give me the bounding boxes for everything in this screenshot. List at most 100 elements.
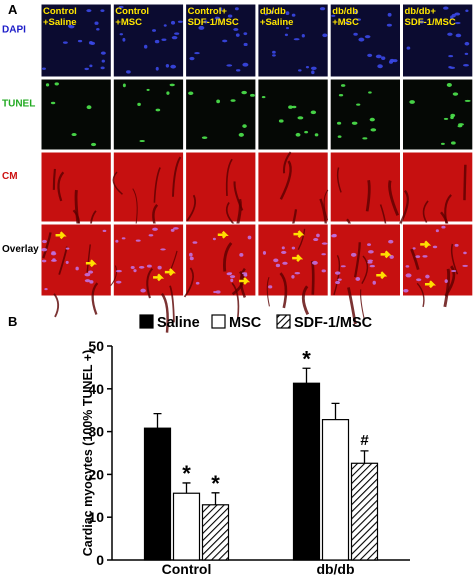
tissue-streak (225, 158, 233, 196)
nucleus (367, 261, 373, 264)
nucleus (288, 105, 293, 109)
nucleus (455, 33, 462, 38)
nucleus (229, 275, 236, 279)
tissue-streak (146, 267, 154, 299)
nucleus (336, 121, 342, 125)
micrograph (402, 3, 474, 78)
micrograph (402, 151, 474, 223)
nucleus (440, 142, 445, 145)
column-header: db/db (332, 6, 358, 17)
nucleus (122, 83, 126, 88)
nucleus (133, 269, 137, 273)
nucleus (454, 21, 461, 25)
nucleus (448, 55, 454, 58)
bar (172, 492, 201, 561)
bar (143, 427, 172, 561)
nucleus (337, 278, 342, 281)
nucleus (130, 265, 135, 270)
nucleus (137, 102, 141, 107)
nucleus (298, 69, 302, 72)
nucleus (281, 246, 285, 250)
nucleus (188, 91, 194, 95)
tissue-streak (223, 242, 233, 272)
nucleus (364, 35, 371, 39)
arrow (85, 259, 97, 268)
nucleus (238, 132, 244, 137)
nucleus (297, 116, 304, 120)
column-header: SDF-1/MSC (188, 17, 239, 28)
nucleus (262, 251, 267, 255)
nucleus (119, 33, 124, 36)
panel-label: B (8, 314, 17, 329)
tissue-streak (388, 180, 400, 216)
nucleus (100, 9, 105, 13)
nucleus (122, 37, 126, 42)
nucleus (268, 285, 273, 289)
column-header: db/db (260, 6, 286, 17)
nucleus (388, 60, 394, 64)
column-header: SDF-1/MSC (405, 17, 456, 28)
nucleus (340, 265, 346, 268)
nucleus (282, 261, 288, 265)
nucleus (285, 27, 289, 30)
nucleus (146, 264, 152, 268)
nucleus (372, 280, 376, 285)
nucleus (291, 13, 296, 17)
nucleus (101, 59, 105, 63)
nucleus (386, 23, 392, 27)
nucleus (419, 20, 425, 24)
tissue-streak (186, 194, 197, 222)
nucleus (310, 66, 317, 71)
nucleus (465, 9, 469, 13)
nucleus (335, 280, 341, 285)
nucleus (446, 82, 452, 87)
nucleus (71, 133, 77, 137)
tissue-streak (360, 289, 365, 320)
nucleus (65, 247, 70, 250)
nucleus (189, 256, 194, 261)
y-tick-label: 0 (96, 552, 104, 568)
nucleus (121, 237, 126, 240)
nucleus (269, 10, 274, 14)
nucleus (367, 259, 374, 262)
nucleus (435, 229, 439, 233)
nucleus (425, 274, 430, 279)
nucleus (230, 278, 234, 283)
arrow (164, 268, 176, 276)
tissue-streak (297, 228, 306, 251)
nucleus (464, 41, 470, 46)
nucleus (387, 12, 392, 17)
nucleus (334, 271, 341, 275)
nucleus (140, 288, 146, 293)
nucleus (321, 242, 328, 245)
nucleus (293, 38, 300, 41)
nucleus (278, 119, 284, 123)
nucleus (62, 41, 68, 44)
nucleus (41, 259, 47, 263)
arrow (153, 273, 165, 282)
nucleus (170, 228, 175, 232)
nucleus (239, 252, 244, 257)
bar (292, 382, 321, 561)
row-label: TUNEL (2, 99, 35, 110)
arrow (55, 231, 67, 240)
arrow (292, 254, 304, 263)
tissue-streak (422, 200, 429, 223)
nucleus (177, 20, 183, 23)
legend-label: Saline (157, 315, 200, 331)
nucleus (50, 101, 56, 105)
nucleus (214, 16, 220, 20)
y-tick-label: 10 (88, 509, 104, 525)
nucleus (152, 29, 157, 32)
nucleus (65, 260, 69, 264)
nucleus (301, 33, 305, 38)
nucleus (368, 91, 372, 94)
nucleus (102, 229, 107, 233)
micrograph (40, 3, 112, 78)
nucleus (170, 64, 177, 69)
nucleus (230, 99, 236, 102)
nucleus (89, 280, 94, 284)
row-label: CM (2, 171, 18, 182)
nucleus (368, 250, 374, 254)
nucleus (388, 239, 394, 244)
